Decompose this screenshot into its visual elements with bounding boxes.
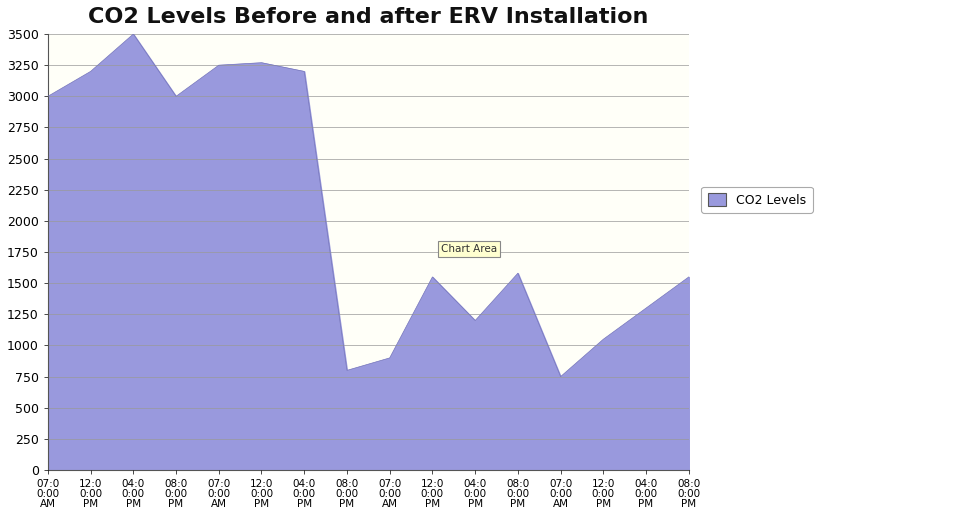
Legend: CO2 Levels: CO2 Levels bbox=[702, 187, 813, 213]
Title: CO2 Levels Before and after ERV Installation: CO2 Levels Before and after ERV Installa… bbox=[88, 7, 649, 27]
Text: Chart Area: Chart Area bbox=[441, 244, 497, 254]
